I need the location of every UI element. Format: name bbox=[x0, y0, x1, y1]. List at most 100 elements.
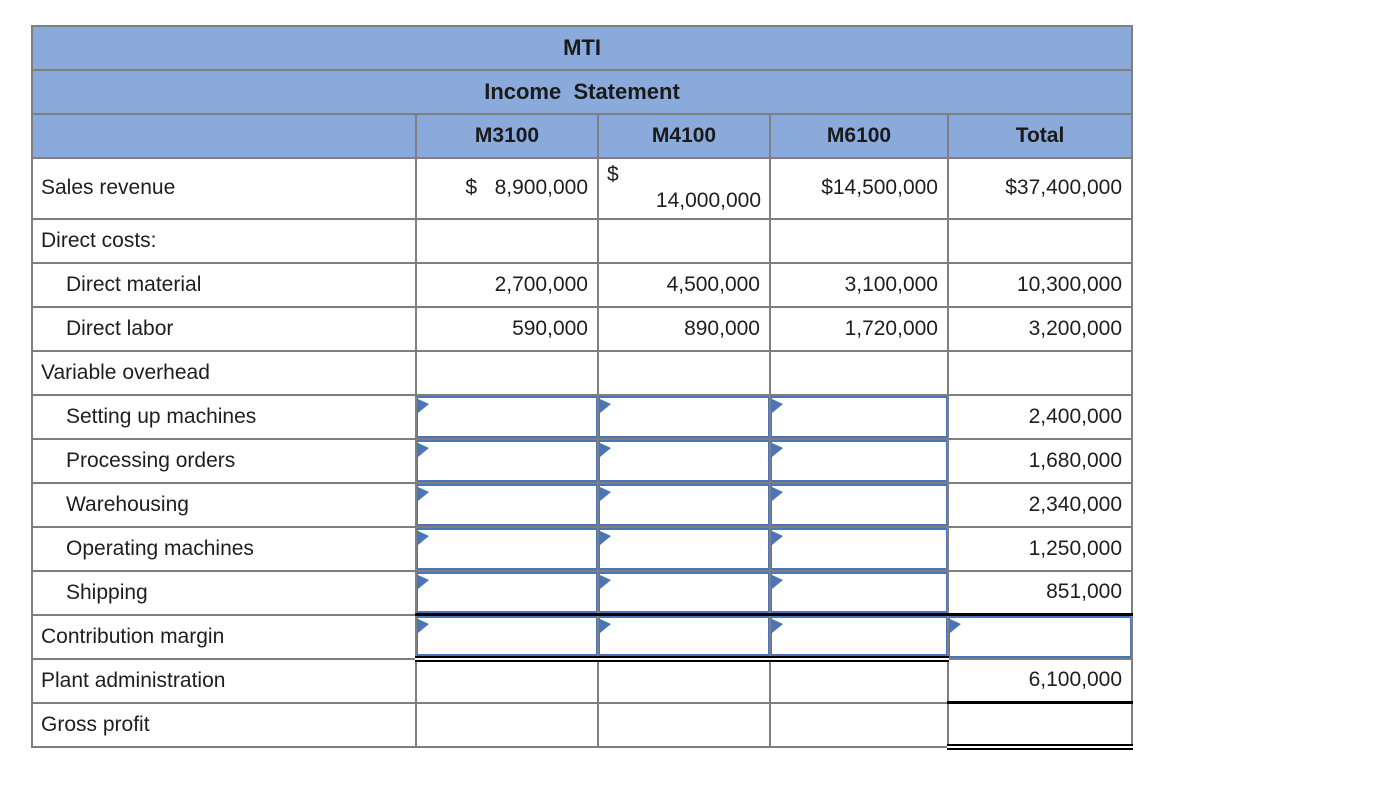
warehousing-label: Warehousing bbox=[31, 481, 417, 528]
shipping-label: Shipping bbox=[31, 569, 417, 616]
direct-labor-label: Direct labor bbox=[31, 305, 417, 352]
input-flag-icon bbox=[600, 442, 611, 457]
warehousing-m4100-input[interactable] bbox=[600, 484, 768, 525]
column-header-total: Total bbox=[946, 113, 1134, 159]
operating-machines-m4100-cell bbox=[597, 525, 771, 572]
gross-profit-label: Gross profit bbox=[31, 701, 417, 748]
sales-revenue-m6100: $14,500,000 bbox=[769, 157, 949, 220]
processing-orders-m6100-input[interactable] bbox=[772, 440, 946, 481]
column-header-m4100: M4100 bbox=[597, 113, 771, 159]
processing-orders-m6100-cell bbox=[769, 437, 949, 484]
sales-revenue-m3100: $ 8,900,000 bbox=[415, 157, 599, 220]
variable-overhead-label: Variable overhead bbox=[31, 349, 417, 396]
column-header-m6100: M6100 bbox=[769, 113, 949, 159]
input-flag-icon bbox=[418, 530, 429, 545]
shipping-m6100-cell bbox=[769, 569, 949, 616]
row-direct-labor: Direct labor 590,000 890,000 1,720,000 3… bbox=[31, 305, 1134, 352]
setting-up-machines-label: Setting up machines bbox=[31, 393, 417, 440]
input-flag-icon bbox=[772, 574, 783, 589]
row-contribution-margin: Contribution margin bbox=[31, 613, 1134, 662]
blank-cell bbox=[597, 217, 771, 264]
row-warehousing: Warehousing 2,340,000 bbox=[31, 481, 1134, 528]
shipping-m3100-cell bbox=[415, 569, 599, 616]
header-blank-cell bbox=[31, 113, 417, 159]
blank-cell bbox=[769, 657, 949, 704]
input-flag-icon bbox=[600, 486, 611, 501]
direct-costs-label: Direct costs: bbox=[31, 217, 417, 264]
sales-revenue-m4100-amount: 14,000,000 bbox=[655, 189, 761, 213]
processing-orders-label: Processing orders bbox=[31, 437, 417, 484]
warehousing-m3100-cell bbox=[415, 481, 599, 528]
contribution-margin-m6100-cell bbox=[769, 613, 949, 662]
operating-machines-m3100-cell bbox=[415, 525, 599, 572]
input-flag-icon bbox=[950, 619, 961, 633]
statement-subtitle: Income Statement bbox=[30, 69, 1134, 115]
setting-up-machines-m4100-input[interactable] bbox=[600, 396, 768, 437]
blank-cell bbox=[597, 701, 771, 748]
blank-cell bbox=[597, 349, 771, 396]
blank-cell bbox=[769, 217, 949, 264]
input-flag-icon bbox=[418, 574, 429, 589]
input-flag-icon bbox=[772, 398, 783, 413]
row-shipping: Shipping 851,000 bbox=[31, 569, 1134, 616]
plant-administration-total: 6,100,000 bbox=[946, 657, 1134, 704]
input-flag-icon bbox=[418, 442, 429, 457]
row-gross-profit: Gross profit bbox=[31, 701, 1134, 750]
blank-cell bbox=[415, 217, 599, 264]
input-flag-icon bbox=[418, 619, 429, 633]
direct-material-label: Direct material bbox=[31, 261, 417, 308]
operating-machines-m6100-cell bbox=[769, 525, 949, 572]
sales-revenue-label: Sales revenue bbox=[31, 157, 417, 220]
row-plant-administration: Plant administration 6,100,000 bbox=[31, 657, 1134, 704]
setting-up-machines-m3100-input[interactable] bbox=[418, 396, 596, 437]
blank-cell bbox=[415, 349, 599, 396]
contribution-margin-label: Contribution margin bbox=[31, 613, 417, 660]
row-subtitle: Income Statement bbox=[30, 69, 1134, 115]
company-title: MTI bbox=[30, 25, 1134, 71]
contribution-margin-m3100-input[interactable] bbox=[418, 617, 596, 653]
direct-material-total: 10,300,000 bbox=[946, 261, 1134, 308]
setting-up-machines-total: 2,400,000 bbox=[946, 393, 1134, 440]
shipping-m3100-input[interactable] bbox=[418, 572, 596, 613]
blank-cell bbox=[946, 217, 1134, 264]
row-variable-overhead: Variable overhead bbox=[31, 349, 1134, 396]
contribution-margin-m6100-input[interactable] bbox=[772, 617, 946, 653]
processing-orders-m3100-cell bbox=[415, 437, 599, 484]
blank-cell bbox=[415, 701, 599, 748]
shipping-m4100-input[interactable] bbox=[600, 572, 768, 613]
contribution-margin-m4100-input[interactable] bbox=[600, 617, 768, 653]
setting-up-machines-m6100-cell bbox=[769, 393, 949, 440]
warehousing-m6100-input[interactable] bbox=[772, 484, 946, 525]
contribution-margin-total-input[interactable] bbox=[950, 617, 1131, 657]
contribution-margin-m3100-cell bbox=[415, 613, 599, 662]
plant-administration-label: Plant administration bbox=[31, 657, 417, 704]
input-flag-icon bbox=[772, 442, 783, 457]
operating-machines-m4100-input[interactable] bbox=[600, 528, 768, 569]
input-flag-icon bbox=[418, 486, 429, 501]
row-sales-revenue: Sales revenue $ 8,900,000 $ 14,000,000 $… bbox=[31, 157, 1134, 220]
warehousing-m3100-input[interactable] bbox=[418, 484, 596, 525]
sales-revenue-m4100: $ 14,000,000 bbox=[597, 157, 771, 220]
row-processing-orders: Processing orders 1,680,000 bbox=[31, 437, 1134, 484]
warehousing-m6100-cell bbox=[769, 481, 949, 528]
contribution-margin-total-cell bbox=[946, 613, 1134, 660]
input-flag-icon bbox=[772, 530, 783, 545]
setting-up-machines-m6100-input[interactable] bbox=[772, 396, 946, 437]
operating-machines-m3100-input[interactable] bbox=[418, 528, 596, 569]
setting-up-machines-m3100-cell bbox=[415, 393, 599, 440]
processing-orders-m4100-input[interactable] bbox=[600, 440, 768, 481]
operating-machines-m6100-input[interactable] bbox=[772, 528, 946, 569]
shipping-m6100-input[interactable] bbox=[772, 572, 946, 613]
processing-orders-m4100-cell bbox=[597, 437, 771, 484]
input-flag-icon bbox=[772, 486, 783, 501]
processing-orders-m3100-input[interactable] bbox=[418, 440, 596, 481]
warehousing-m4100-cell bbox=[597, 481, 771, 528]
direct-material-m4100: 4,500,000 bbox=[597, 261, 771, 308]
blank-cell bbox=[769, 701, 949, 748]
input-flag-icon bbox=[600, 574, 611, 589]
input-flag-icon bbox=[600, 619, 611, 633]
direct-labor-total: 3,200,000 bbox=[946, 305, 1134, 352]
row-setting-up-machines: Setting up machines 2,400,000 bbox=[31, 393, 1134, 440]
row-title: MTI bbox=[30, 25, 1134, 71]
operating-machines-total: 1,250,000 bbox=[946, 525, 1134, 572]
